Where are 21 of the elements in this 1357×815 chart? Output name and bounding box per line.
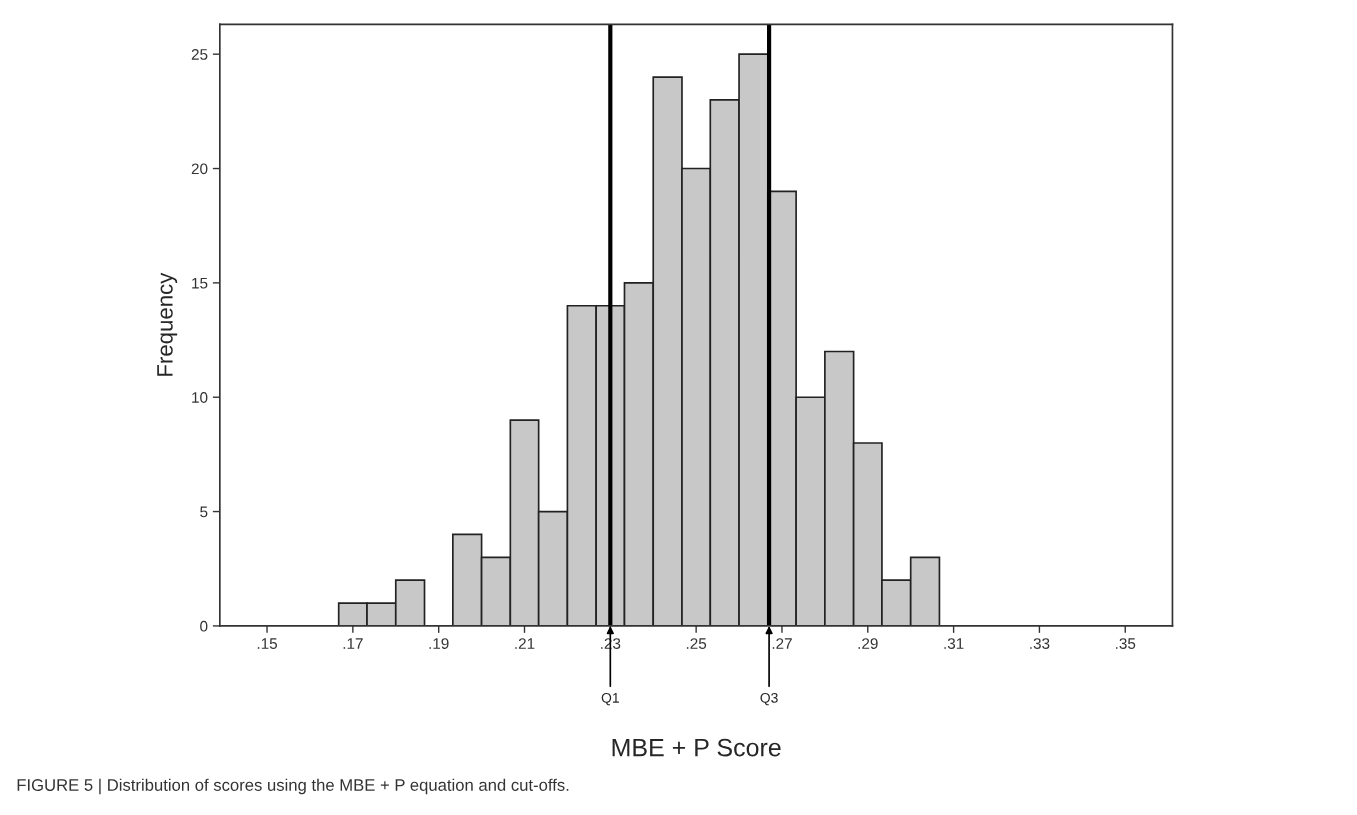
x-tick-label: .27	[772, 638, 792, 649]
x-tick-label: .17	[343, 638, 363, 649]
x-axis-title: MBE + P Score	[612, 738, 781, 757]
x-tick-label: .33	[1030, 638, 1050, 649]
x-tick-label: .31	[944, 638, 964, 649]
y-axis-title: Frequency	[157, 272, 178, 376]
x-tick-label: .35	[1116, 638, 1136, 649]
x-tick-label: .29	[858, 638, 878, 649]
y-tick-label: 25	[191, 49, 208, 60]
caption: FIGURE 5 | Distribution of scores using the MBE + P equation and cut-offs.	[17, 778, 569, 795]
y-tick-label: 0	[200, 620, 208, 632]
y-tick-label: 20	[191, 163, 208, 175]
y-tick-label: 10	[192, 392, 208, 403]
x-tick-label: .21	[515, 638, 535, 649]
annotation: Q1	[601, 692, 619, 706]
annotation: Q3	[760, 692, 778, 706]
x-tick-label: .19	[429, 638, 449, 649]
x-tick-label: .15	[257, 638, 278, 649]
x-tick-label: .25	[686, 638, 707, 649]
y-tick-label: 5	[200, 506, 208, 518]
y-tick-label: 15	[192, 277, 208, 289]
